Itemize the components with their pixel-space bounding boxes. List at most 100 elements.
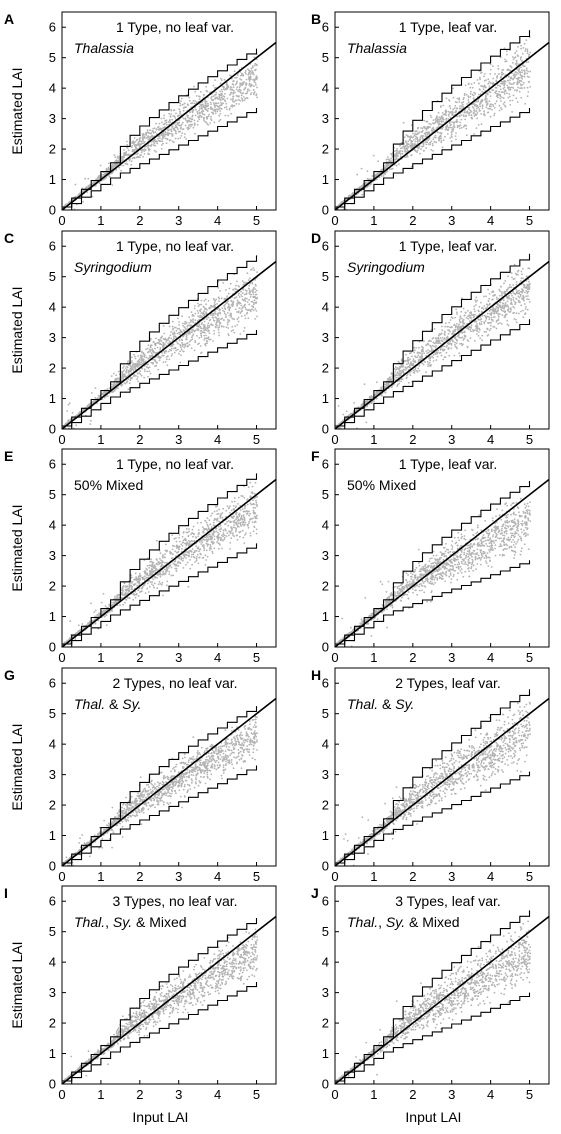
data-point bbox=[194, 312, 197, 315]
data-point bbox=[212, 84, 215, 87]
data-point bbox=[237, 310, 240, 313]
data-point bbox=[254, 62, 257, 65]
data-point bbox=[139, 137, 141, 140]
data-point bbox=[488, 80, 491, 83]
data-point bbox=[148, 131, 150, 134]
data-point bbox=[221, 307, 224, 310]
data-point bbox=[419, 352, 422, 355]
data-point bbox=[476, 79, 479, 81]
data-point bbox=[129, 365, 132, 368]
data-point bbox=[176, 342, 179, 345]
data-point bbox=[210, 97, 212, 99]
data-point bbox=[169, 115, 172, 117]
data-point bbox=[423, 125, 425, 128]
data-point bbox=[483, 75, 485, 78]
data-point bbox=[250, 92, 253, 94]
data-point bbox=[67, 403, 70, 406]
data-point bbox=[178, 108, 181, 111]
data-point bbox=[446, 128, 449, 131]
data-point bbox=[523, 87, 526, 89]
data-point bbox=[440, 116, 443, 119]
data-point bbox=[242, 96, 245, 98]
data-point bbox=[465, 114, 467, 117]
data-point bbox=[521, 64, 524, 67]
data-point bbox=[510, 77, 513, 79]
data-point bbox=[409, 374, 412, 377]
data-point bbox=[86, 191, 89, 194]
data-point bbox=[195, 101, 198, 104]
data-point bbox=[91, 392, 93, 394]
data-point bbox=[493, 112, 496, 115]
data-point bbox=[213, 320, 216, 322]
data-point bbox=[390, 168, 393, 171]
data-point bbox=[236, 304, 239, 307]
data-point bbox=[470, 83, 473, 85]
data-point bbox=[162, 142, 164, 145]
y-tick-label: 1 bbox=[49, 172, 56, 187]
data-point bbox=[189, 117, 191, 120]
data-point bbox=[181, 341, 183, 344]
data-point bbox=[142, 132, 145, 135]
data-point bbox=[226, 84, 229, 87]
data-point bbox=[157, 137, 159, 140]
data-point bbox=[147, 375, 149, 378]
data-point bbox=[395, 368, 398, 370]
data-point bbox=[147, 148, 150, 151]
data-point bbox=[232, 83, 234, 86]
data-point bbox=[197, 312, 200, 314]
data-point bbox=[249, 277, 251, 280]
data-point bbox=[230, 313, 232, 316]
data-point bbox=[179, 329, 182, 331]
data-point bbox=[425, 147, 428, 150]
data-point bbox=[443, 348, 446, 351]
data-point bbox=[146, 145, 148, 148]
data-point bbox=[170, 132, 173, 135]
data-point bbox=[480, 123, 483, 126]
data-point bbox=[475, 127, 478, 129]
data-point bbox=[203, 119, 206, 122]
data-point bbox=[476, 299, 479, 302]
data-point bbox=[407, 362, 410, 365]
data-point bbox=[140, 361, 143, 364]
data-point bbox=[244, 97, 247, 100]
data-point bbox=[238, 88, 241, 91]
data-point bbox=[178, 121, 181, 124]
data-point bbox=[141, 355, 144, 357]
data-point bbox=[127, 360, 129, 362]
data-point bbox=[192, 110, 194, 113]
data-point bbox=[390, 378, 392, 381]
data-point bbox=[458, 114, 461, 117]
data-point bbox=[468, 112, 470, 115]
x-tick-label: 5 bbox=[526, 213, 533, 228]
data-point bbox=[493, 114, 495, 117]
data-point bbox=[527, 70, 529, 73]
data-point bbox=[218, 93, 220, 96]
data-point bbox=[200, 110, 203, 113]
data-point bbox=[461, 331, 464, 334]
data-point bbox=[130, 160, 133, 163]
data-point bbox=[478, 88, 481, 90]
data-point bbox=[173, 128, 175, 131]
data-point bbox=[215, 91, 218, 94]
data-point bbox=[117, 370, 120, 373]
data-point bbox=[229, 86, 232, 89]
data-point bbox=[223, 86, 225, 89]
data-point bbox=[91, 195, 94, 198]
data-point bbox=[455, 308, 457, 311]
data-point bbox=[135, 143, 137, 146]
data-point bbox=[156, 346, 159, 349]
data-point bbox=[210, 115, 213, 118]
data-point bbox=[160, 117, 163, 120]
data-point bbox=[401, 152, 404, 155]
data-point bbox=[519, 87, 521, 90]
one-to-one-line bbox=[334, 41, 550, 211]
data-point bbox=[509, 95, 511, 98]
data-point bbox=[529, 51, 532, 54]
data-point bbox=[518, 79, 521, 82]
data-point bbox=[230, 98, 232, 101]
data-point bbox=[218, 95, 221, 98]
one-to-one-line bbox=[61, 41, 277, 211]
data-point bbox=[218, 108, 221, 110]
data-point bbox=[134, 355, 136, 358]
data-point bbox=[415, 369, 418, 372]
